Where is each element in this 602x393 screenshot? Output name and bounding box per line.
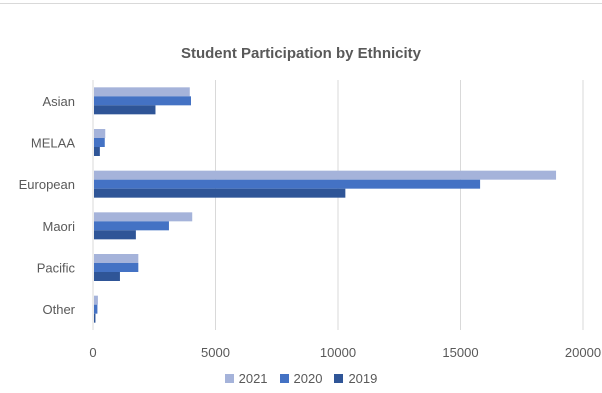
bar-other-2021 xyxy=(94,295,98,305)
legend-swatch xyxy=(279,374,289,383)
bar-maori-2020 xyxy=(94,221,169,231)
bar-pacific-2021 xyxy=(94,254,139,263)
bar-european-2021 xyxy=(94,170,557,180)
bar-asian-2019 xyxy=(94,105,156,115)
legend-swatch xyxy=(334,374,344,383)
category-label-european: European xyxy=(19,177,75,192)
bar-european-2020 xyxy=(94,179,481,189)
legend: 2021 2020 2019 xyxy=(0,371,602,386)
category-label-maori: Maori xyxy=(42,219,75,234)
x-tick-label: 20000 xyxy=(565,345,601,360)
legend-item-2021: 2021 xyxy=(224,371,268,386)
legend-label: 2019 xyxy=(348,371,378,386)
bar-other-2020 xyxy=(94,304,98,314)
legend-swatch xyxy=(224,374,234,383)
bar-other-2019 xyxy=(94,313,96,323)
bar-melaa-2019 xyxy=(94,147,100,156)
bar-pacific-2020 xyxy=(94,263,139,272)
legend-item-2019: 2019 xyxy=(334,371,377,386)
bar-european-2019 xyxy=(94,188,346,198)
category-label-other: Other xyxy=(42,302,75,317)
x-tick-labels: 0 5000 10000 15000 20000 xyxy=(89,345,601,360)
bar-melaa-2020 xyxy=(94,138,105,147)
bar-melaa-2021 xyxy=(94,129,106,138)
x-tick-label: 15000 xyxy=(442,345,478,360)
chart-title: Student Participation by Ethnicity xyxy=(180,45,422,62)
bar-pacific-2019 xyxy=(94,272,120,281)
top-divider xyxy=(0,3,602,4)
legend-item-2020: 2020 xyxy=(279,371,323,386)
bar-asian-2021 xyxy=(94,87,190,97)
bar-maori-2021 xyxy=(94,212,193,222)
bars xyxy=(94,87,557,323)
category-label-pacific: Pacific xyxy=(37,261,76,276)
legend-label: 2020 xyxy=(293,371,323,386)
bar-maori-2019 xyxy=(94,230,136,240)
bar-asian-2020 xyxy=(94,96,191,106)
category-label-asian: Asian xyxy=(42,94,75,109)
x-tick-label: 0 xyxy=(89,345,96,360)
x-tick-label: 10000 xyxy=(320,345,356,360)
category-labels: Asian MELAA European Maori Pacific Other xyxy=(19,94,76,317)
legend-label: 2021 xyxy=(238,371,268,386)
gridlines xyxy=(92,80,584,330)
x-tick-label: 5000 xyxy=(201,345,230,360)
category-label-melaa: MELAA xyxy=(31,136,75,151)
